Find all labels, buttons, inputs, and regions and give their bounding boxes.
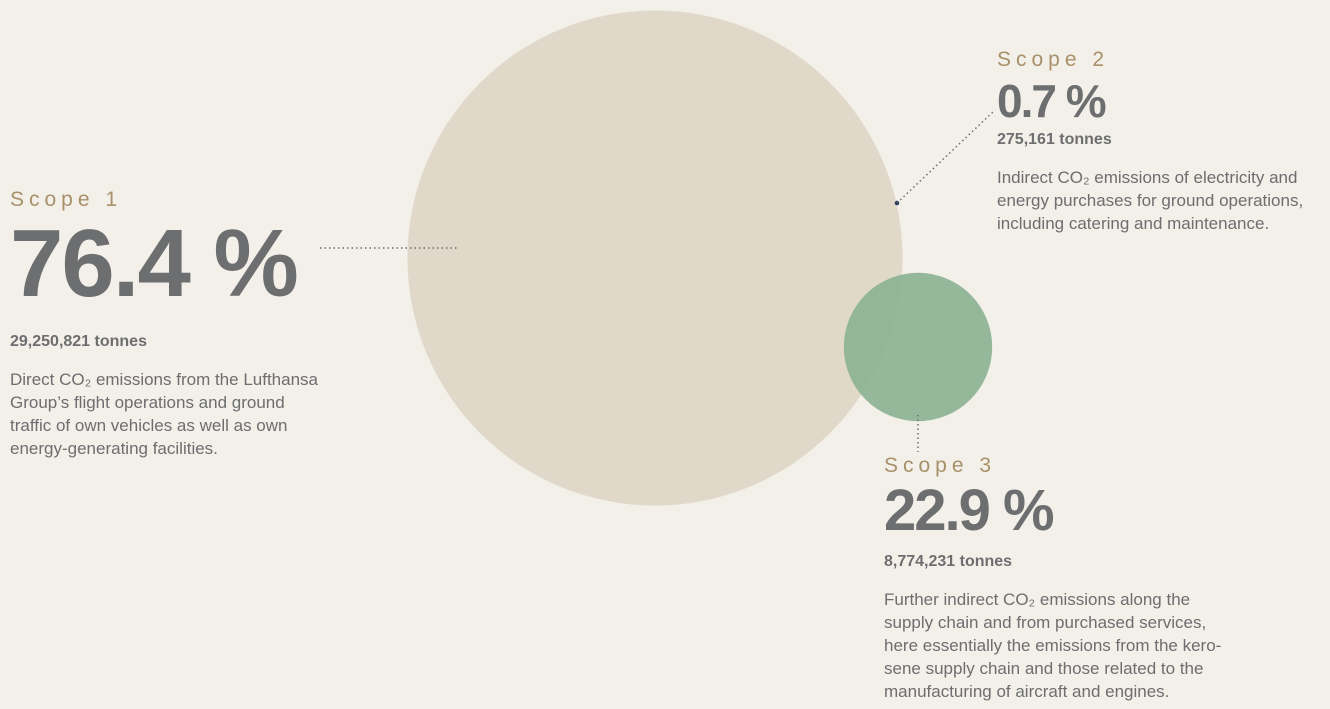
scope-1-block: Scope 1 76.4 % 29,250,821 tonnes Direct … <box>10 188 330 460</box>
description: Direct CO₂ emissions from the Lufthansa … <box>10 370 318 458</box>
scope-label: Scope 1 <box>10 188 123 211</box>
scope-label: Scope 3 <box>884 454 997 477</box>
bubble <box>843 272 993 422</box>
tonnes-label: 8,774,231 tonnes <box>884 553 1013 570</box>
description: Indirect CO₂ emissions of electricity an… <box>997 168 1304 233</box>
percent-label: 76.4 % <box>10 210 299 317</box>
scope-label: Scope 2 <box>997 48 1110 71</box>
tonnes-label: 275,161 tonnes <box>997 131 1112 148</box>
description: Further indirect CO₂ emissions along the… <box>884 590 1222 701</box>
bubble <box>407 10 903 506</box>
percent-label: 22.9 % <box>884 478 1055 543</box>
scope-3-block: Scope 3 22.9 % 8,774,231 tonnes Further … <box>884 454 1234 703</box>
tonnes-label: 29,250,821 tonnes <box>10 333 147 350</box>
percent-label: 0.7 % <box>997 75 1107 127</box>
leader-line <box>896 109 996 204</box>
scope-2-block: Scope 2 0.7 % 275,161 tonnes Indirect CO… <box>997 48 1327 235</box>
